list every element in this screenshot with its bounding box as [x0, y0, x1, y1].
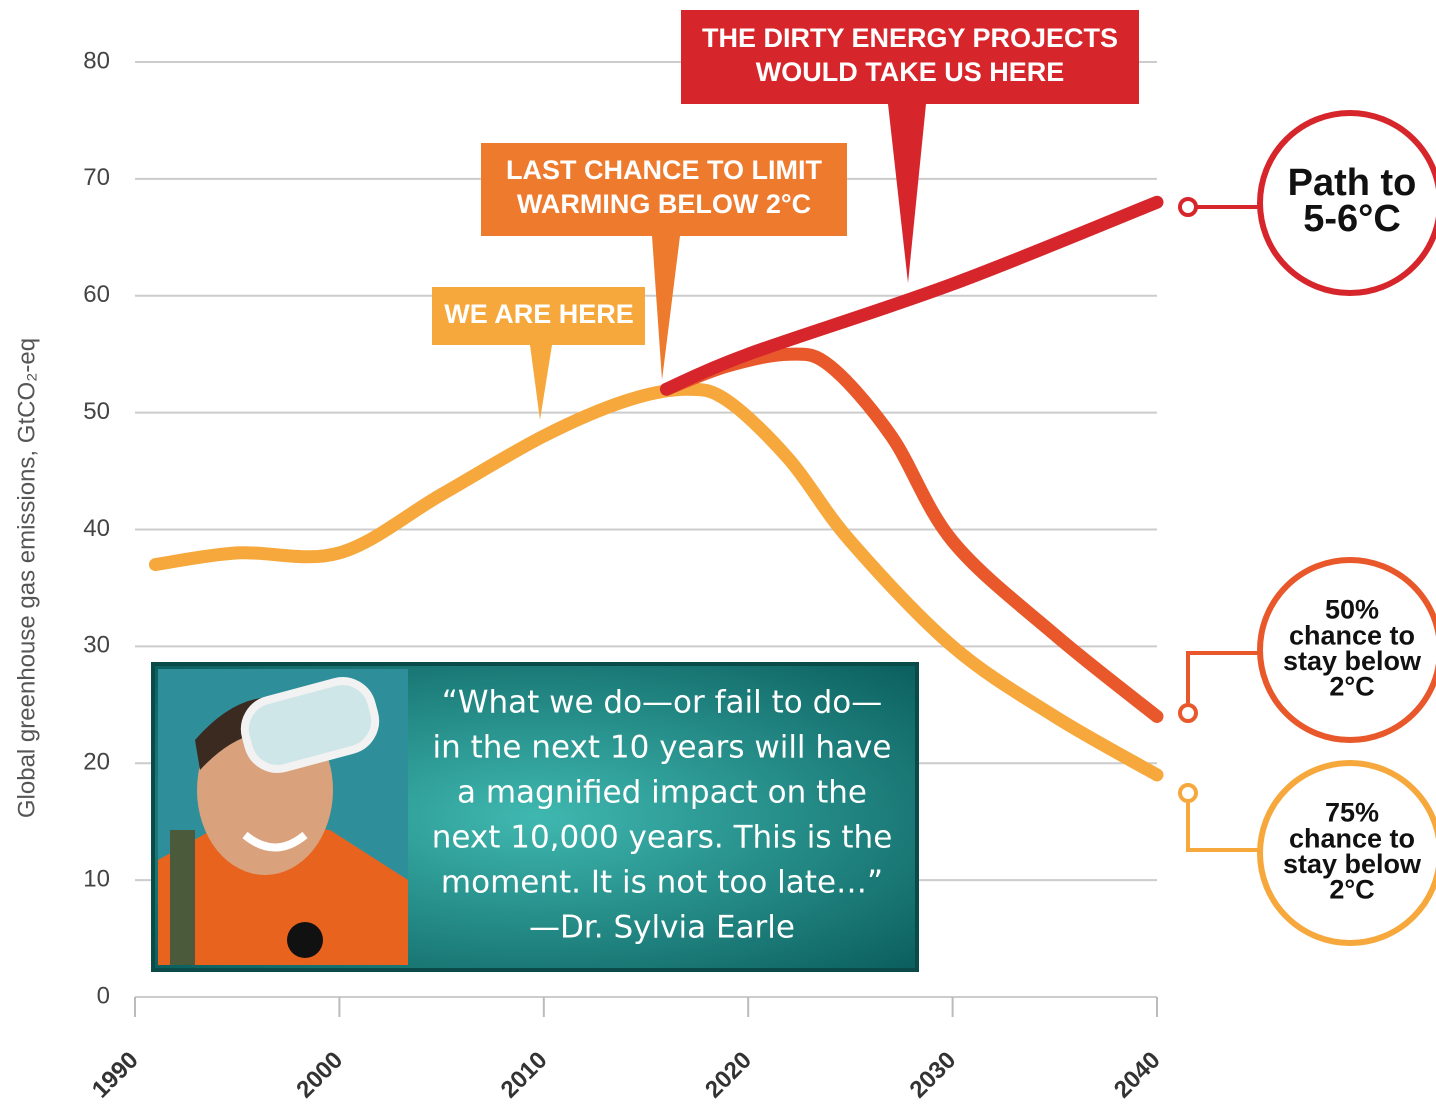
y-tick-label: 10 — [83, 865, 110, 892]
connector-dot — [1180, 199, 1196, 215]
x-tick-label: 2000 — [291, 1047, 348, 1104]
x-tick-label: 2040 — [1109, 1047, 1166, 1104]
quote-line: moment. It is not too late…” — [441, 865, 883, 901]
quote-line: “What we do—or fail to do— — [442, 685, 882, 721]
y-tick-label: 70 — [83, 164, 110, 191]
y-tick-label: 30 — [83, 632, 110, 659]
end-label: 2°C — [1329, 672, 1374, 702]
callout-text: LAST CHANCE TO LIMIT — [506, 155, 822, 185]
connector — [1188, 653, 1258, 703]
x-tick-label: 1990 — [87, 1047, 144, 1104]
y-tick-label: 20 — [83, 749, 110, 776]
quote-line: a magnified impact on the — [457, 775, 867, 811]
x-tick-label: 2030 — [904, 1047, 961, 1104]
callout-text: THE DIRTY ENERGY PROJECTS — [702, 23, 1118, 53]
callout-text: WARMING BELOW 2°C — [517, 189, 811, 219]
connector — [1188, 803, 1258, 850]
chart: 0102030405060708019902000201020202030204… — [0, 0, 1436, 1112]
connector-dot — [1180, 785, 1196, 801]
y-tick-label: 0 — [97, 982, 110, 1009]
quote-line: next 10,000 years. This is the — [432, 820, 893, 856]
end-label: 2°C — [1329, 875, 1374, 905]
y-tick-label: 40 — [83, 515, 110, 542]
x-tick-label: 2020 — [700, 1047, 757, 1104]
quote-line: in the next 10 years will have — [433, 730, 892, 766]
callout-text: WE ARE HERE — [444, 299, 634, 329]
callout-text: WOULD TAKE US HERE — [756, 57, 1065, 87]
connector-dot — [1180, 705, 1196, 721]
y-axis-label: Global greenhouse gas emissions, GtCO₂-e… — [13, 338, 40, 818]
end-label: 5-6°C — [1303, 198, 1401, 240]
y-tick-label: 60 — [83, 281, 110, 308]
y-tick-label: 80 — [83, 47, 110, 74]
y-tick-label: 50 — [83, 398, 110, 425]
x-tick-label: 2010 — [496, 1047, 553, 1104]
quote-line: —Dr. Sylvia Earle — [529, 910, 795, 946]
